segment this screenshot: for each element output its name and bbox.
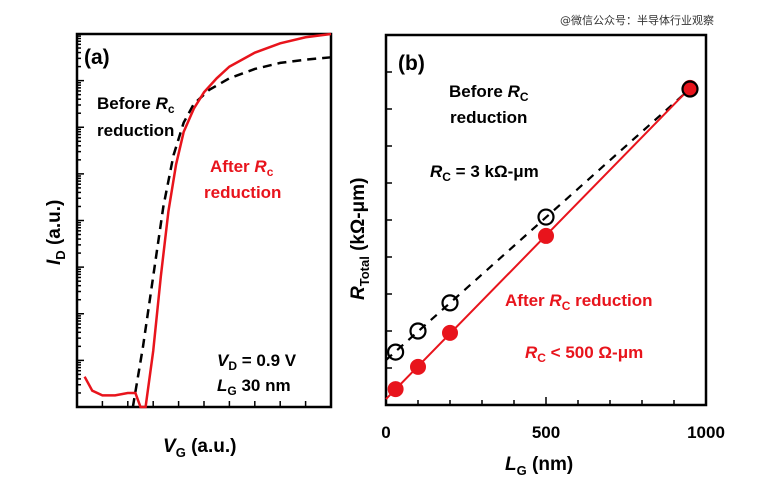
panel-b-x-tick-labels: 0 500 1000	[381, 423, 725, 442]
annotation-vd: VD = 0.9 V	[217, 351, 297, 373]
data-point-before-rc	[681, 80, 699, 98]
data-point-before-rc	[387, 343, 405, 361]
data-point-after-rc	[442, 324, 458, 341]
annotation-before-rc-a: Before Rc	[97, 94, 175, 116]
data-point-before-rc	[441, 294, 459, 312]
data-point-after-rc	[387, 381, 404, 398]
watermark: @微信公众号：半导体行业观察	[560, 14, 714, 27]
panel-b-series	[385, 79, 699, 400]
data-point-before-rc	[537, 208, 555, 226]
curve-after-rc	[83, 32, 332, 409]
panel-b-ylabel: RTotal (kΩ-μm)	[348, 178, 372, 300]
annotation-rc-3k: RC = 3 kΩ-μm	[430, 162, 539, 184]
annotation-rc-500: RC < 500 Ω-μm	[525, 343, 643, 365]
x-tick-label: 1000	[687, 423, 725, 442]
data-point-after-rc	[410, 358, 426, 375]
data-point-before-rc	[409, 322, 427, 340]
panel-b-label: (b)	[398, 52, 425, 75]
panel-a-label: (a)	[84, 46, 110, 69]
curve-before-rc	[131, 56, 332, 408]
annotation-after-rc-b: After RC reduction	[505, 291, 653, 313]
panel-a: (a) Before Rc reduction After Rc reducti…	[44, 32, 333, 460]
fit-line-before-rc	[385, 88, 691, 361]
x-tick-label: 500	[532, 423, 560, 442]
annotation-before-rc-b-line2: reduction	[450, 108, 527, 127]
annotation-lg: LG 30 nm	[217, 376, 291, 398]
panel-b-ticks	[386, 71, 675, 405]
panel-a-xlabel: VG (a.u.)	[163, 436, 236, 460]
fit-line-after-rc	[385, 87, 691, 400]
data-point-after-rc	[538, 227, 554, 244]
annotation-before-rc-a-line2: reduction	[97, 121, 174, 140]
annotation-before-rc-b: Before RC	[449, 82, 529, 104]
panel-a-ylabel: ID (a.u.)	[44, 200, 68, 265]
annotation-after-rc-a: After Rc	[210, 157, 274, 179]
panel-b: (b) Before RC reduction RC = 3 kΩ-μm Aft…	[348, 33, 725, 478]
panel-b-xlabel: LG (nm)	[505, 454, 573, 478]
panel-a-ticks	[77, 35, 307, 408]
x-tick-label: 0	[381, 423, 390, 442]
annotation-after-rc-a-line2: reduction	[204, 183, 281, 202]
panel-a-curves	[83, 32, 332, 409]
